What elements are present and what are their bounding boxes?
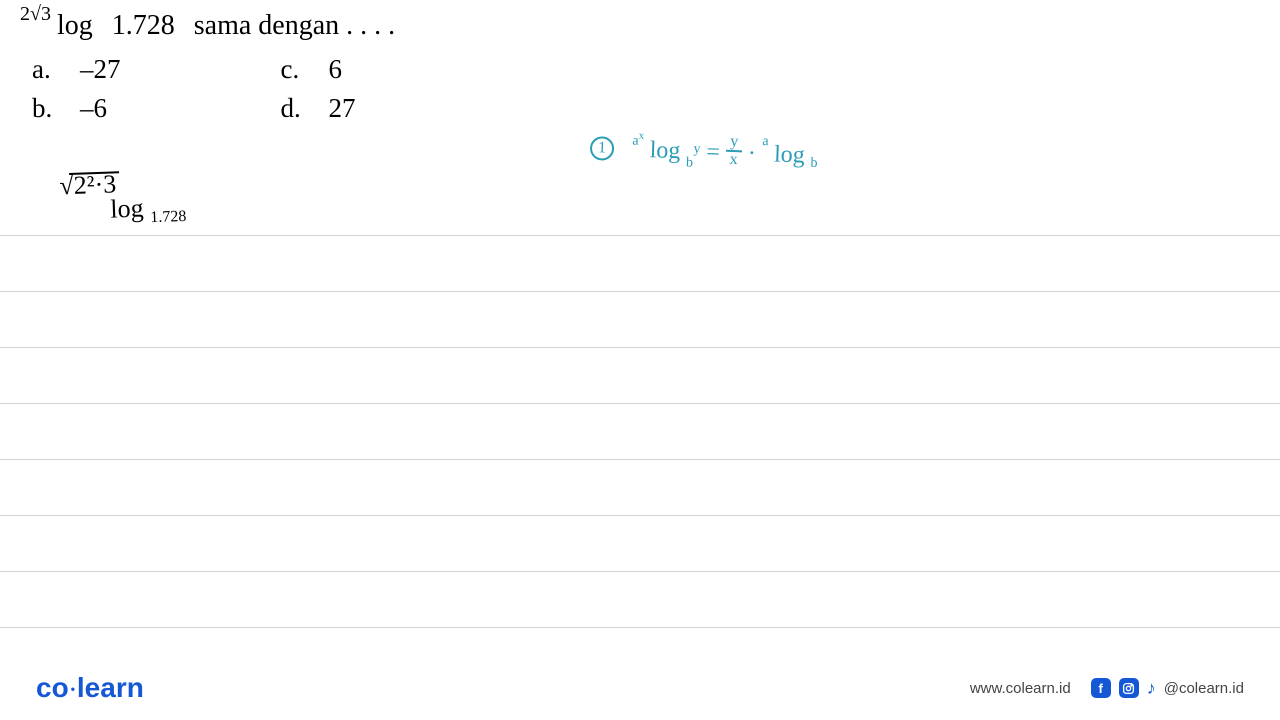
handwritten-working-black: √2²·3 log 1.728 [59,169,137,232]
question-area: 2√3 log 1.728 sama dengan . . . . a. –27… [0,0,1280,124]
choices-grid: a. –27 b. –6 c. 6 d. 27 [32,54,1260,124]
rule-line [0,180,1280,236]
log-value: 1.728 [112,10,175,42]
choice-value-c: 6 [329,54,343,85]
choice-letter-d: d. [281,93,305,124]
facebook-icon: f [1091,678,1111,698]
choice-value-a: –27 [80,54,121,85]
choice-value-d: 27 [329,93,356,124]
hw1-log-value: 1.728 [150,208,187,226]
rule-line [0,348,1280,404]
hw2-dot: · [747,140,756,167]
rule-line [0,236,1280,292]
hw2-base-a1: ax [632,136,645,163]
hw2-a1-sup: x [639,129,645,141]
hw2-b1-group: by [686,138,701,165]
rule-line [0,516,1280,572]
rule-line [0,460,1280,516]
footer-right: www.colearn.id f ♪ @colearn.id [970,678,1244,698]
choice-letter-b: b. [32,93,56,124]
circled-number-icon: 1 [590,136,615,161]
question-text: 2√3 log 1.728 sama dengan . . . . [20,10,1260,42]
handwritten-rule-teal: 1 ax log by = y x · a log b [589,131,818,173]
logo-dot-icon: • [69,682,77,696]
hw2-frac-bot: x [725,152,742,169]
website-url: www.colearn.id [970,680,1071,697]
rule-line [0,404,1280,460]
tiktok-icon: ♪ [1147,678,1156,698]
choice-c: c. 6 [281,54,356,85]
brand-logo: co•learn [36,672,144,704]
notebook-lines [0,180,1280,640]
question-prompt: sama dengan . . . . [194,10,395,42]
logo-co-text: co [36,672,69,703]
hw2-log1: log [649,137,681,165]
hw2-equals: = [706,139,720,166]
footer: co•learn www.colearn.id f ♪ @colearn.id [0,656,1280,720]
choice-a: a. –27 [32,54,121,85]
hw2-formula: 1 ax log by = y x · a log b [589,131,818,173]
choice-column-left: a. –27 b. –6 [32,54,121,124]
choice-letter-a: a. [32,54,56,85]
social-icons: f ♪ @colearn.id [1091,678,1244,698]
logo-learn-text: learn [77,672,144,703]
hw2-log2: log [774,141,806,169]
hw2-b2: b [810,156,818,172]
choice-letter-c: c. [281,54,305,85]
choice-value-b: –6 [80,93,107,124]
hw2-a1: ax [632,133,644,148]
choice-b: b. –6 [32,93,121,124]
log-base-superscript: 2√3 [20,3,51,26]
rule-line [0,572,1280,628]
rule-line [0,292,1280,348]
hw2-a2: a [762,134,769,150]
hw2-y1: y [693,141,701,156]
choice-d: d. 27 [281,93,356,124]
hw2-b1: b [686,155,694,170]
log-keyword: log [57,10,93,42]
hw1-log-expression: log 1.728 [110,192,187,225]
hw2-frac-top: y [726,134,743,153]
instagram-icon [1119,678,1139,698]
choice-column-right: c. 6 d. 27 [281,54,356,124]
social-handle: @colearn.id [1164,680,1244,697]
hw2-fraction: y x [725,134,742,169]
hw1-log-text: log [110,193,144,223]
